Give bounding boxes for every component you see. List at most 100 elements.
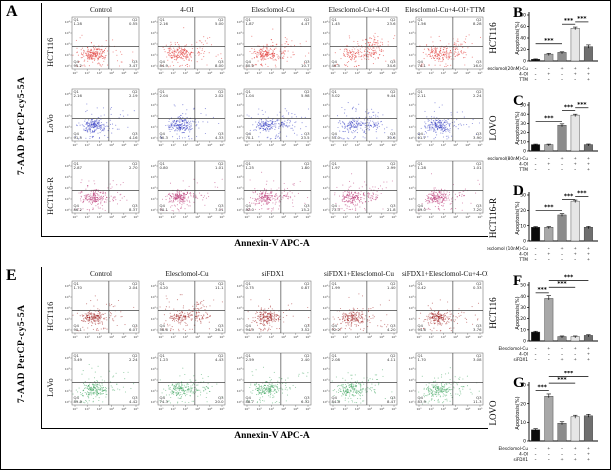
x-tick-label: 10² — [355, 335, 361, 339]
sig-stars: *** — [564, 18, 574, 25]
treatment-sign: + — [587, 252, 590, 258]
plot-frame — [243, 352, 312, 406]
y-tick-label: 0 — [523, 439, 526, 445]
y-tick-label: 10² — [409, 42, 415, 46]
quadrant-value: 30.6 — [387, 135, 396, 140]
quadrant-value: 1.87 — [246, 21, 255, 26]
quadrant-name: Q2 — [304, 281, 310, 286]
quadrant-value: 2.87 — [74, 165, 83, 170]
panel-letter-C: C — [513, 93, 524, 109]
y-tick-label: 10³ — [151, 31, 157, 35]
y-tick-label: 10⁴ — [409, 92, 415, 96]
panel-letter-A: A — [6, 3, 18, 20]
quadrant-value: 0.33 — [473, 285, 482, 290]
column-header: siFDX1+Elesclomol-Cu — [324, 269, 394, 278]
y-tick-label: 10² — [323, 306, 329, 310]
y-tick-label: 10³ — [323, 103, 329, 107]
y-tick-label: 10³ — [323, 31, 329, 35]
quadrant-value: 2.24 — [129, 357, 138, 362]
quadrant-name: Q4 — [332, 131, 338, 136]
y-tick-label: 10³ — [409, 295, 415, 299]
quadrant-value: 74.1 — [418, 63, 427, 68]
x-tick-label: 10⁴ — [293, 335, 299, 339]
quadrant-name: Q2 — [218, 353, 224, 358]
quadrant-value: 3.52 — [301, 327, 310, 332]
y-tick-label: 10⁰ — [409, 64, 415, 68]
y-tick-label: 10³ — [237, 103, 243, 107]
treatment-sign: + — [574, 66, 577, 72]
flow-cell-HCT116-0: 10⁰ 10¹ 10² 10³ 10⁴ 10⁵ 10⁰ 10¹ 10² 10³ 10⁴ Q1 1.28 Q… — [58, 16, 144, 88]
treatment-sign: + — [560, 246, 563, 252]
x-tick-label: 10⁴ — [293, 407, 299, 411]
y-tick-label: 10⁰ — [65, 208, 71, 212]
quadrant-value: 74.3 — [160, 399, 169, 404]
quadrant-name: Q1 — [246, 353, 252, 358]
x-tick-label: 10⁴ — [379, 335, 385, 339]
treatment-sign: + — [587, 162, 590, 168]
quadrant-value: 0.75 — [246, 285, 255, 290]
x-tick-label: 10¹ — [429, 143, 435, 147]
treatment-sign: + — [574, 446, 577, 452]
quadrant-value: 4.16 — [129, 135, 138, 140]
plot-frame — [243, 88, 312, 142]
treatment-sign: + — [587, 77, 590, 83]
bar-G-0 — [531, 429, 541, 442]
x-tick-label: 10¹ — [343, 407, 349, 411]
treatment-row-label: TTM — [518, 167, 528, 172]
x-tick-label: 10⁵ — [477, 71, 483, 75]
x-tick-label: 10¹ — [85, 407, 91, 411]
scatter-dots — [74, 179, 128, 212]
quadrant-value: 1.40 — [387, 285, 396, 290]
y-axis-title: Apoptosis(%) — [515, 296, 521, 329]
bar-C-2 — [557, 125, 567, 152]
treatment-sign: - — [535, 346, 537, 352]
y-tick-label: 40 — [520, 112, 526, 118]
treatment-sign: - — [535, 452, 537, 458]
treatment-sign: + — [574, 156, 577, 162]
y-tick-label: 10⁴ — [237, 164, 243, 168]
treatment-sign: - — [535, 352, 537, 358]
quadrant-name: Q1 — [332, 353, 338, 358]
x-tick-label: 10⁴ — [207, 215, 213, 219]
y-axis-title: Apoptosis(%) — [515, 396, 521, 429]
x-tick-label: 10⁵ — [477, 215, 483, 219]
x-tick-label: 10⁴ — [207, 143, 213, 147]
x-tick-label: 10³ — [109, 407, 115, 411]
cell-line-label: LOVO — [488, 115, 498, 140]
y-tick-label: 10⁴ — [409, 20, 415, 24]
x-tick-label: 10⁵ — [391, 143, 397, 147]
quadrant-value: 7.20 — [473, 207, 482, 212]
scatter-dots — [417, 102, 481, 140]
x-tick-label: 10⁰ — [72, 335, 78, 339]
x-tick-label: 10³ — [367, 335, 373, 339]
y-tick-label: 20 — [520, 316, 526, 322]
column-header: 4-OI — [180, 5, 194, 14]
quadrant-value: 3.08 — [473, 357, 482, 362]
quadrant-name: Q4 — [74, 395, 80, 400]
x-tick-label: 10¹ — [257, 335, 263, 339]
flow-cell-HCT116-1: 10⁰ 10¹ 10² 10³ 10⁴ 10⁵ 10⁰ 10¹ 10² 10³ 10⁴ Q1 2.16 Q… — [144, 16, 230, 88]
y-tick-label: 10⁴ — [237, 92, 243, 96]
quadrant-name: Q1 — [160, 161, 166, 166]
flow-cell-LoVo-3: 10⁰ 10¹ 10² 10³ 10⁴ 10⁵ 10⁰ 10¹ 10² 10³ 10⁴ Q1 2.08 Q… — [316, 352, 402, 424]
treatment-sign: - — [535, 77, 537, 83]
quadrant-value: 4.42 — [129, 399, 138, 404]
x-tick-label: 10⁵ — [219, 215, 225, 219]
x-tick-label: 10⁰ — [244, 71, 250, 75]
flow-row-HCT116: HCT116 10⁰ 10¹ 10² 10³ 10⁴ 10⁵ 10⁰ 10¹ 10² 10³ 10⁴ Q… — [42, 16, 488, 88]
flow-cell-HCT116-3: 10⁰ 10¹ 10² 10³ 10⁴ 10⁵ 10⁰ 10¹ 10² 10³ 10⁴ Q1 1.99 Q… — [316, 280, 402, 352]
quadrant-value: 73.3 — [332, 207, 341, 212]
quadrant-name: Q3 — [476, 203, 482, 208]
y-tick-label: 10² — [409, 306, 415, 310]
quadrant-value: 40.5 — [332, 63, 341, 68]
flow-cell-LoVo-1: 10⁰ 10¹ 10² 10³ 10⁴ 10⁵ 10⁰ 10¹ 10² 10³ 10⁴ Q1 1.23 Q… — [144, 352, 230, 424]
quadrant-name: Q4 — [246, 203, 252, 208]
treatment-row-label: siFDX1 — [513, 357, 528, 362]
quadrant-name: Q3 — [476, 59, 482, 64]
sig-stars: *** — [557, 377, 567, 384]
y-tick-label: 10³ — [409, 31, 415, 35]
y-tick-label: 10¹ — [237, 317, 243, 321]
